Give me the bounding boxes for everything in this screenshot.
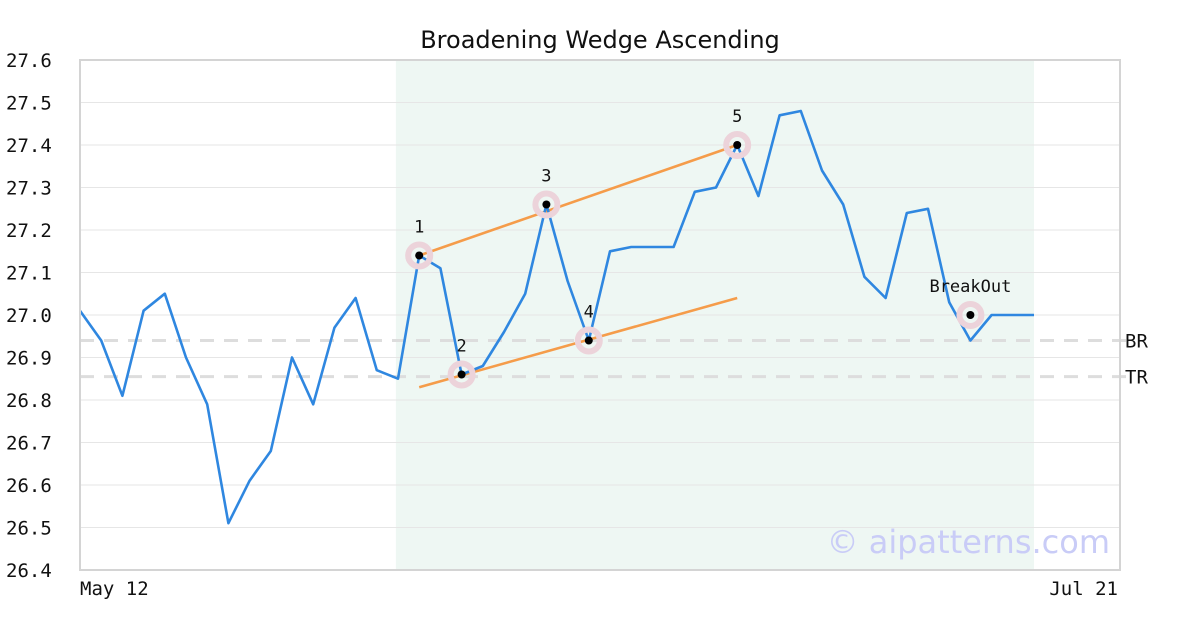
reference-lines: BR TR — [80, 331, 1148, 389]
x-start-label: May 12 — [80, 578, 149, 600]
y-tick-label: 26.6 — [6, 475, 52, 497]
marker-halo — [956, 301, 985, 329]
y-tick-label: 26.8 — [6, 390, 52, 412]
point-label: 3 — [541, 167, 551, 187]
y-tick-label: 27.4 — [6, 135, 52, 157]
chart-title: Broadening Wedge Ascending — [420, 26, 780, 54]
x-end-label: Jul 21 — [1049, 578, 1118, 600]
marker-dot — [457, 370, 466, 379]
trend-line — [418, 143, 738, 257]
marker-halo — [574, 326, 603, 355]
marker-dot — [733, 141, 742, 149]
point-label: 1 — [414, 218, 424, 238]
reference-line-label: TR — [1125, 367, 1148, 389]
y-tick-label: 27.2 — [6, 220, 52, 242]
y-tick-label: 27.5 — [6, 93, 52, 115]
marker-halo — [405, 241, 434, 270]
point-label: 2 — [456, 337, 466, 357]
y-tick-label: 26.5 — [6, 518, 52, 540]
y-tick-label: 27.3 — [6, 178, 52, 200]
y-tick-label: 26.9 — [6, 348, 52, 370]
marker-dot — [542, 200, 551, 209]
marker-halo — [723, 131, 752, 159]
price-series-line — [78, 109, 1034, 525]
point-label: 5 — [732, 107, 742, 127]
watermark: © aipatterns.com — [827, 523, 1110, 561]
y-axis-ticks: 26.4 26.5 26.6 26.7 26.8 26.9 27.0 27.1 27.2 27.3… — [6, 50, 52, 582]
marker-halo — [447, 360, 476, 389]
marker-dot — [966, 311, 975, 319]
y-tick-label: 27.6 — [6, 50, 52, 72]
y-tick-label: 27.0 — [6, 305, 52, 327]
point-label: BreakOut — [929, 277, 1011, 297]
y-tick-label: 26.4 — [6, 560, 52, 582]
point-label: 4 — [584, 303, 594, 323]
marker-dot — [415, 251, 424, 260]
marker-dot — [584, 336, 593, 345]
plot-frame — [79, 59, 1121, 571]
grid — [80, 59, 1120, 571]
reference-line-label: BR — [1125, 331, 1148, 353]
marker-halo — [532, 190, 561, 219]
y-tick-label: 26.7 — [6, 433, 52, 455]
y-tick-label: 27.1 — [6, 263, 52, 285]
pattern-markers: 1 2 3 4 5 BreakOut — [405, 107, 1011, 389]
